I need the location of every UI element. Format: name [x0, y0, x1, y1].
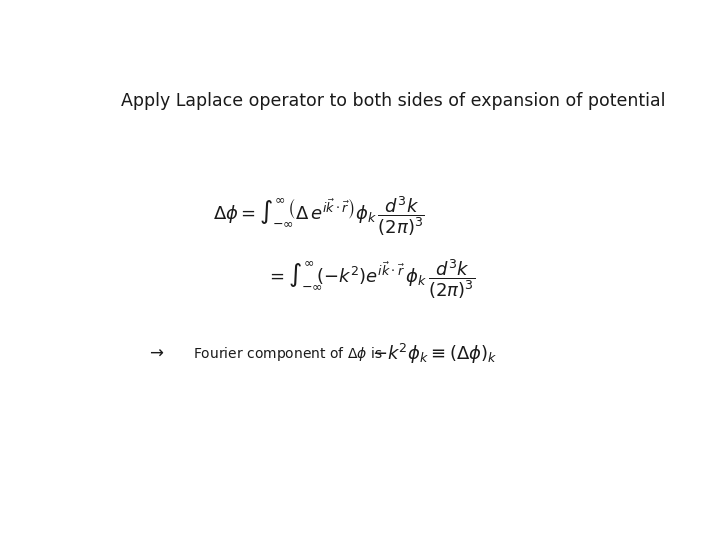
Text: Apply Laplace operator to both sides of expansion of potential: Apply Laplace operator to both sides of …: [121, 92, 665, 110]
Text: $-k^2\phi_k \equiv (\Delta\phi)_k$: $-k^2\phi_k \equiv (\Delta\phi)_k$: [372, 342, 497, 366]
Text: $= \int_{-\infty}^{\infty}\!\!\left(-k^2\right)e^{i\vec{k}\cdot\vec{r}}\,\phi_k\: $= \int_{-\infty}^{\infty}\!\!\left(-k^2…: [266, 257, 475, 301]
Text: Fourier component of $\Delta\phi$ is: Fourier component of $\Delta\phi$ is: [193, 345, 383, 363]
Text: →: →: [148, 345, 163, 363]
Text: $\Delta\phi = \int_{-\infty}^{\infty}\!\!\left(\Delta\, e^{i\vec{k}\cdot\vec{r}}: $\Delta\phi = \int_{-\infty}^{\infty}\!\…: [213, 194, 425, 239]
